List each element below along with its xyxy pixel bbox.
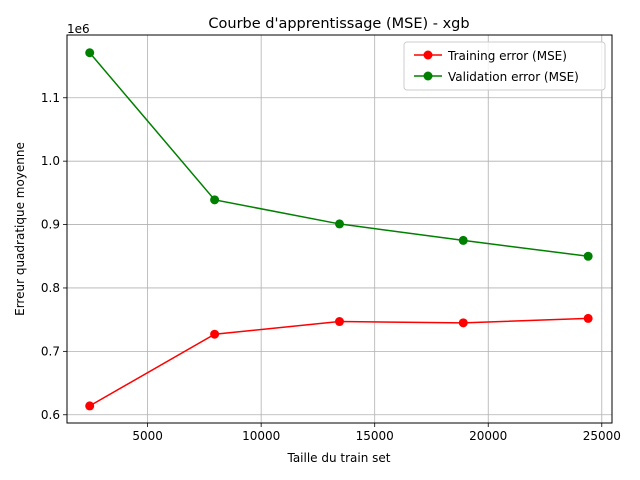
legend-marker-validation xyxy=(423,71,433,81)
plot-frame xyxy=(66,34,613,424)
legend-label-validation: Validation error (MSE) xyxy=(448,70,579,84)
series-line-0 xyxy=(89,317,589,407)
y-axis-label: Erreur quadratique moyenne xyxy=(13,142,27,316)
axes: 5000 10000 15000 20000 25000 0.6 0.7 0.8 0.9 1.0 1… xyxy=(41,91,621,443)
y-offset-label: 1e6 xyxy=(67,22,90,36)
data-point-1 xyxy=(583,251,593,261)
data-point-0 xyxy=(335,317,344,327)
legend-marker-training xyxy=(423,50,433,60)
data-point-1 xyxy=(85,48,95,58)
y-tick-label: 0.7 xyxy=(41,344,60,358)
data-point-1 xyxy=(458,235,468,245)
x-tick-label: 15000 xyxy=(356,429,394,443)
plot-series xyxy=(85,48,593,411)
data-point-1 xyxy=(210,195,220,205)
x-axis-label: Taille du train set xyxy=(286,451,390,465)
y-tick-label: 0.9 xyxy=(41,218,60,232)
y-tick-label: 0.8 xyxy=(41,281,60,295)
data-point-0 xyxy=(583,313,593,323)
grid xyxy=(67,35,612,423)
data-point-1 xyxy=(335,219,344,229)
y-tick-label: 1.1 xyxy=(41,91,60,105)
legend-box xyxy=(403,41,606,91)
legend: Training error (MSE) Validation error (M… xyxy=(403,41,606,91)
x-tick-label: 25000 xyxy=(583,429,621,443)
data-point-0 xyxy=(210,329,220,339)
x-tick-label: 5000 xyxy=(132,429,163,443)
x-tick-label: 20000 xyxy=(469,429,507,443)
x-tick-label: 10000 xyxy=(242,429,280,443)
chart-title: Courbe d'apprentissage (MSE) - xgb xyxy=(208,16,469,32)
data-point-0 xyxy=(458,318,468,328)
y-tick-label: 0.6 xyxy=(41,408,60,422)
data-point-0 xyxy=(85,401,95,411)
legend-label-training: Training error (MSE) xyxy=(447,49,567,63)
y-tick-label: 1.0 xyxy=(41,154,60,168)
